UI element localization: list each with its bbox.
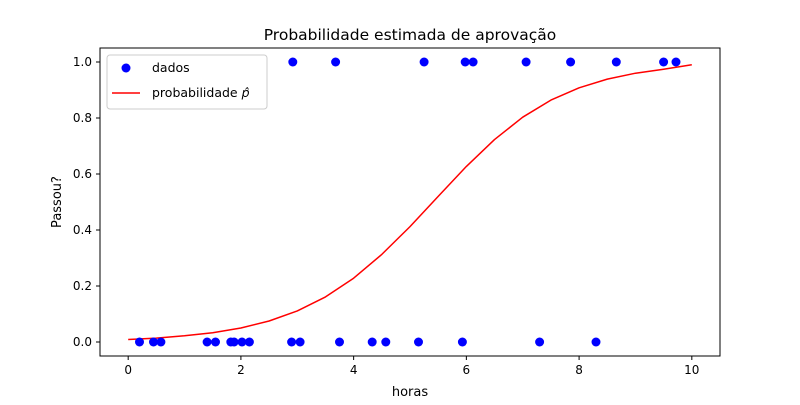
y-tick-label: 0.8 — [73, 111, 92, 125]
data-point — [468, 57, 478, 67]
data-point — [535, 337, 545, 347]
data-point — [367, 337, 377, 347]
data-point — [135, 337, 144, 347]
plot-frame — [99, 47, 721, 357]
x-tick-label: 0 — [124, 363, 132, 377]
legend-label-probabilidade-symbol: p̂ — [241, 85, 250, 100]
data-point — [202, 337, 212, 347]
data-point — [659, 57, 669, 67]
y-tick-label: 0.0 — [73, 335, 92, 349]
data-point — [419, 57, 429, 67]
data-point — [229, 337, 239, 347]
legend-label-probabilidade: probabilidade p̂ — [152, 85, 250, 100]
data-point — [381, 337, 391, 347]
y-tick-label: 1.0 — [73, 55, 92, 69]
data-point — [156, 337, 166, 347]
x-tick-label: 10 — [684, 363, 699, 377]
data-point — [211, 337, 220, 347]
data-point — [671, 57, 681, 67]
y-axis-label: Passou? — [50, 176, 65, 228]
data-point — [611, 57, 621, 67]
x-tick-label: 8 — [575, 363, 583, 377]
axis-ticks: 0 2 4 6 8 10 0.0 0.2 0.4 0.6 0.8 1.0 — [73, 55, 700, 377]
data-point — [295, 337, 305, 347]
probability-line-layer — [128, 64, 692, 341]
x-tick-label: 6 — [463, 363, 471, 377]
data-point — [566, 57, 576, 67]
probability-curve — [128, 64, 692, 341]
data-point — [149, 337, 158, 347]
data-point — [244, 337, 254, 347]
y-tick-label: 0.2 — [73, 279, 92, 293]
y-tick-label: 0.6 — [73, 167, 92, 181]
data-point — [335, 337, 344, 347]
legend-box — [106, 54, 268, 110]
data-point — [331, 57, 341, 67]
chart-title: Probabilidade estimada de aprovação — [264, 26, 557, 44]
data-points-layer — [135, 57, 681, 347]
data-point — [237, 337, 247, 347]
data-point — [287, 337, 297, 347]
data-point — [457, 337, 467, 347]
data-point — [460, 57, 470, 67]
legend-label-dados: dados — [152, 60, 190, 75]
legend: dados probabilidade p̂ — [106, 54, 268, 110]
legend-label-probabilidade-prefix: probabilidade — [152, 85, 242, 100]
x-tick-label: 2 — [237, 363, 245, 377]
x-axis-label: horas — [392, 385, 429, 400]
x-tick-label: 4 — [350, 363, 358, 377]
legend-marker-dados — [121, 63, 131, 73]
y-tick-label: 0.4 — [73, 223, 92, 237]
data-point — [288, 57, 298, 67]
data-point — [414, 337, 423, 347]
data-point — [591, 337, 601, 347]
data-point — [521, 57, 531, 67]
